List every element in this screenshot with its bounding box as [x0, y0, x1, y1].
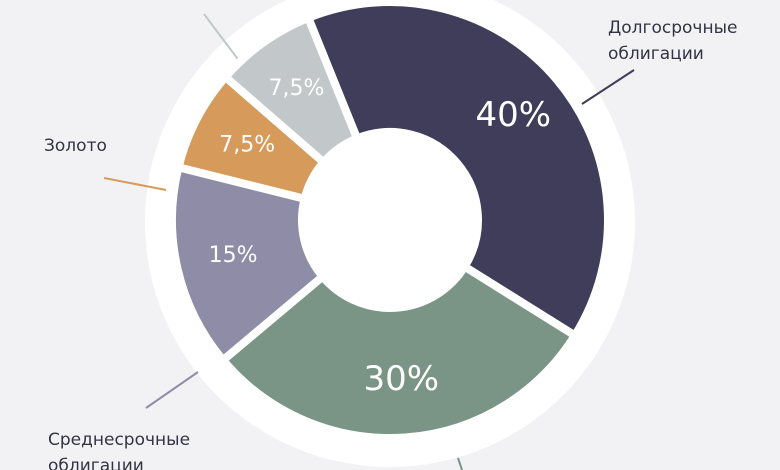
donut-segment — [221, 13, 362, 167]
category-label: Золото — [44, 136, 107, 156]
leader-line — [457, 457, 463, 470]
value-label: 7,5% — [219, 133, 275, 158]
category-label: Долгосрочные облигации — [608, 18, 737, 64]
value-label: 15% — [209, 243, 258, 268]
value-label: 30% — [363, 359, 439, 399]
donut-segment — [304, 0, 612, 340]
donut-segment — [168, 163, 327, 365]
leader-line — [203, 13, 241, 63]
donut-segment — [219, 262, 579, 442]
leader-line — [103, 177, 167, 191]
value-label: 7,5% — [269, 76, 325, 101]
leader-line — [145, 371, 199, 409]
value-label: 40% — [476, 95, 552, 135]
category-label: Среднесрочные облигации — [48, 430, 190, 470]
leader-line — [581, 69, 635, 105]
leader-lines — [103, 13, 635, 470]
